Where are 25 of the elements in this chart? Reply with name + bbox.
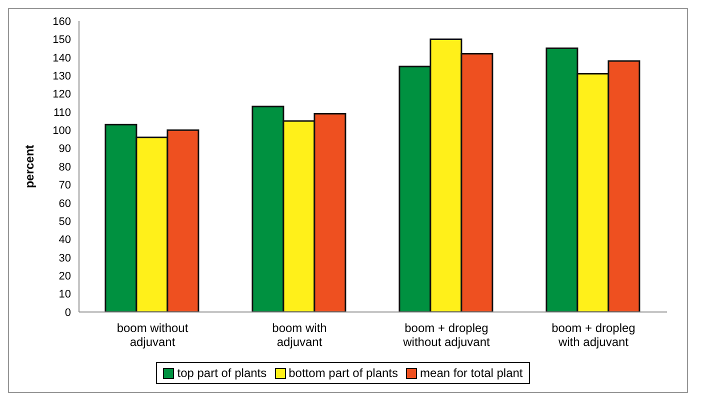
y-tick-label: 130: [52, 70, 71, 82]
y-tick-label: 160: [52, 16, 71, 28]
y-tick-label: 80: [58, 161, 71, 174]
legend-label: bottom part of plants: [288, 366, 398, 380]
y-tick-label: 120: [52, 88, 71, 101]
y-axis-title: percent: [22, 144, 36, 188]
legend-label: top part of plants: [177, 366, 267, 380]
y-tick-label: 60: [58, 198, 71, 210]
y-tick-label: 50: [58, 216, 71, 228]
y-tick-label: 30: [58, 252, 71, 264]
x-tick-label: boom without adjuvant: [116, 321, 189, 349]
y-tick-label: 100: [52, 125, 71, 138]
y-tick-label: 70: [58, 180, 71, 192]
y-tick-label: 0: [64, 306, 71, 319]
y-tick-label: 140: [52, 52, 71, 64]
y-tick-label: 150: [52, 34, 71, 46]
y-tick-label: 90: [58, 143, 71, 156]
y-tick-label: 10: [58, 288, 71, 301]
x-tick-label: boom with adjuvant: [272, 321, 327, 349]
y-tick-label: 110: [53, 106, 71, 119]
x-tick-label: boom + dropleg without adjuvant: [402, 321, 491, 349]
y-tick-label: 40: [58, 234, 71, 246]
y-tick-label: 20: [58, 270, 71, 283]
x-tick-label: boom + dropleg with adjuvant: [552, 321, 636, 349]
legend-label: mean for total plant: [420, 366, 523, 380]
